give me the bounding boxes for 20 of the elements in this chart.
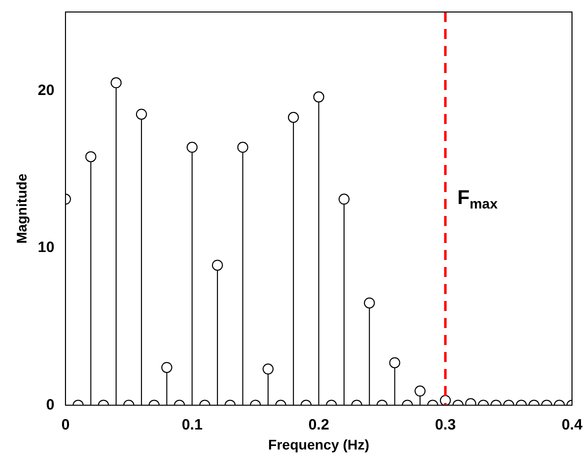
point [237,142,248,153]
x-tick-label: 0.3 [434,416,456,434]
y-tick-label: 0 [46,396,54,414]
y-axis-title: Magnitude [13,173,30,244]
x-tick-label: 0.4 [562,416,584,434]
point [212,260,223,271]
x-tick-label: 0.1 [182,416,203,434]
point [85,151,96,162]
y-tick-label: 20 [38,82,54,99]
point [338,194,350,205]
x-tick-label: 0 [61,416,70,434]
x-axis-title: Frequency (Hz) [268,436,370,452]
point [186,142,198,153]
y-tick-label: 10 [38,239,54,256]
point [288,112,299,123]
point [364,297,375,308]
x-tick-label: 0.2 [308,416,330,434]
point [313,91,324,102]
point [136,108,147,120]
point [110,77,122,88]
